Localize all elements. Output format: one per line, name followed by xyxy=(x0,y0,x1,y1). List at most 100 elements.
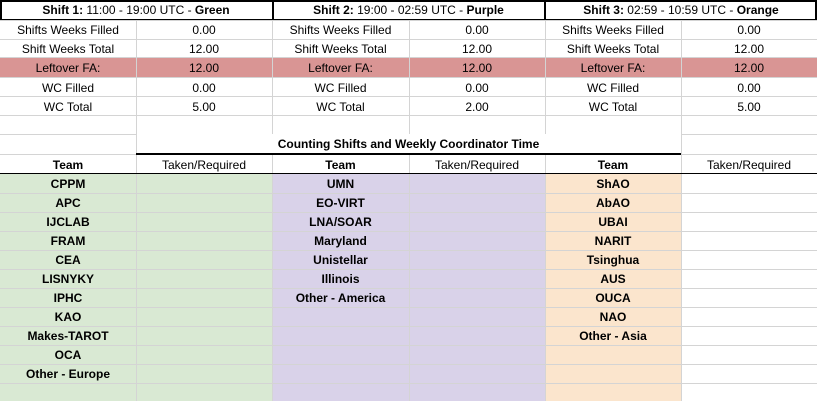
summary-value[interactable]: 0.00 xyxy=(192,80,216,95)
summary-value[interactable]: 0.00 xyxy=(737,80,761,95)
team-cell[interactable]: Maryland xyxy=(314,233,367,248)
team-cell[interactable]: Makes-TAROT xyxy=(27,328,109,343)
grid-line xyxy=(681,154,682,401)
grid-line xyxy=(0,39,817,40)
team-cell[interactable]: UBAI xyxy=(598,214,628,229)
grid-line xyxy=(136,154,137,401)
grid-line xyxy=(0,307,817,308)
grid-line xyxy=(409,20,410,134)
grid-line xyxy=(0,115,817,116)
summary-value[interactable]: 0.00 xyxy=(737,22,761,37)
team-cell[interactable]: NARIT xyxy=(594,233,632,248)
grid-line xyxy=(544,0,546,20)
shift2-team-header[interactable]: Team xyxy=(325,157,356,172)
summary-value[interactable]: 12.00 xyxy=(461,60,493,75)
team-cell[interactable]: UMN xyxy=(326,176,355,191)
summary-label[interactable]: Leftover FA: xyxy=(35,60,101,75)
grid-line xyxy=(136,20,137,134)
summary-value[interactable]: 12.00 xyxy=(188,41,220,56)
summary-label[interactable]: Shifts Weeks Filled xyxy=(562,22,664,37)
grid-line xyxy=(136,134,137,154)
team-cell[interactable]: CEA xyxy=(55,252,81,267)
team-cell[interactable]: Other - Asia xyxy=(579,328,647,343)
shift2-taken-header[interactable]: Taken/Required xyxy=(434,157,520,172)
grid-line xyxy=(0,173,817,174)
summary-label[interactable]: Leftover FA: xyxy=(308,60,373,75)
team-cell[interactable]: APC xyxy=(55,195,81,210)
summary-value[interactable]: 12.00 xyxy=(188,60,220,75)
grid-line xyxy=(0,345,817,346)
team-cell[interactable]: IPHC xyxy=(53,290,83,305)
summary-label[interactable]: Shift Weeks Total xyxy=(21,41,115,56)
team-cell[interactable]: LISNYKY xyxy=(41,271,94,286)
summary-value[interactable]: 0.00 xyxy=(465,22,489,37)
team-cell[interactable]: AUS xyxy=(600,271,626,286)
summary-value[interactable]: 12.00 xyxy=(733,60,765,75)
team-cell[interactable]: NAO xyxy=(599,309,627,324)
summary-label[interactable]: WC Filled xyxy=(41,80,94,95)
grid-line xyxy=(0,383,817,384)
summary-label[interactable]: Shift Weeks Total xyxy=(294,41,387,56)
summary-value[interactable]: 5.00 xyxy=(192,99,216,114)
grid-line xyxy=(272,0,274,20)
summary-label[interactable]: WC Filled xyxy=(586,80,639,95)
team-cell[interactable]: CPPM xyxy=(50,176,86,191)
team-cell[interactable]: KAO xyxy=(54,309,82,324)
shift2-header[interactable]: Shift 2: 19:00 - 02:59 UTC - Purple xyxy=(313,3,504,17)
team-cell[interactable]: OUCA xyxy=(595,290,631,305)
summary-label[interactable]: Shifts Weeks Filled xyxy=(289,22,392,37)
summary-value[interactable]: 2.00 xyxy=(465,99,489,114)
team-cell[interactable]: IJCLAB xyxy=(46,214,90,229)
grid-line xyxy=(0,57,817,58)
grid-line xyxy=(545,20,546,134)
grid-line xyxy=(0,193,817,194)
summary-value[interactable]: 12.00 xyxy=(733,41,765,56)
summary-label[interactable]: Shifts Weeks Filled xyxy=(17,22,119,37)
summary-value[interactable]: 5.00 xyxy=(737,99,761,114)
grid-line xyxy=(0,19,817,20)
grid-line xyxy=(0,231,817,232)
team-cell[interactable]: LNA/SOAR xyxy=(309,214,372,229)
shift2-team-area xyxy=(272,174,545,401)
team-cell[interactable]: Illinois xyxy=(321,271,360,286)
team-cell[interactable]: FRAM xyxy=(50,233,86,248)
shift3-team-header[interactable]: Team xyxy=(597,157,629,172)
grid-line xyxy=(272,20,273,134)
grid-line xyxy=(0,364,817,365)
grid-line xyxy=(0,0,2,20)
shift1-team-header[interactable]: Team xyxy=(52,157,84,172)
summary-label[interactable]: Leftover FA: xyxy=(580,60,646,75)
grid-line xyxy=(0,212,817,213)
grid-line xyxy=(0,288,817,289)
team-cell[interactable]: EO-VIRT xyxy=(316,195,365,210)
summary-value[interactable]: 0.00 xyxy=(465,80,489,95)
grid-line xyxy=(0,20,817,21)
section-title[interactable]: Counting Shifts and Weekly Coordinator T… xyxy=(277,137,540,151)
grid-line xyxy=(681,134,817,135)
team-cell[interactable]: Other - America xyxy=(295,290,386,305)
team-cell[interactable]: OCA xyxy=(54,347,82,362)
summary-value[interactable]: 0.00 xyxy=(192,22,216,37)
summary-label[interactable]: WC Total xyxy=(43,99,93,114)
leftover-row-highlight xyxy=(0,57,817,77)
team-cell[interactable]: Tsinghua xyxy=(586,252,640,267)
grid-line xyxy=(681,20,682,134)
grid-line xyxy=(0,134,136,135)
summary-label[interactable]: WC Filled xyxy=(314,80,367,95)
summary-label[interactable]: Shift Weeks Total xyxy=(566,41,660,56)
team-cell[interactable]: Other - Europe xyxy=(25,366,110,381)
summary-label[interactable]: WC Total xyxy=(316,99,365,114)
grid-line xyxy=(272,154,273,401)
grid-line xyxy=(0,326,817,327)
grid-line xyxy=(815,0,817,20)
summary-label[interactable]: WC Total xyxy=(588,99,638,114)
team-cell[interactable]: AbAO xyxy=(596,195,630,210)
shift3-taken-header[interactable]: Taken/Required xyxy=(706,157,792,172)
summary-value[interactable]: 12.00 xyxy=(461,41,493,56)
shift1-taken-header[interactable]: Taken/Required xyxy=(161,157,247,172)
team-cell[interactable]: Unistellar xyxy=(313,252,368,267)
shift1-header[interactable]: Shift 1: 11:00 - 19:00 UTC - Green xyxy=(42,3,230,17)
team-cell[interactable]: ShAO xyxy=(596,176,630,191)
grid-line xyxy=(0,0,817,2)
shift3-header[interactable]: Shift 3: 02:59 - 10:59 UTC - Orange xyxy=(583,3,779,17)
